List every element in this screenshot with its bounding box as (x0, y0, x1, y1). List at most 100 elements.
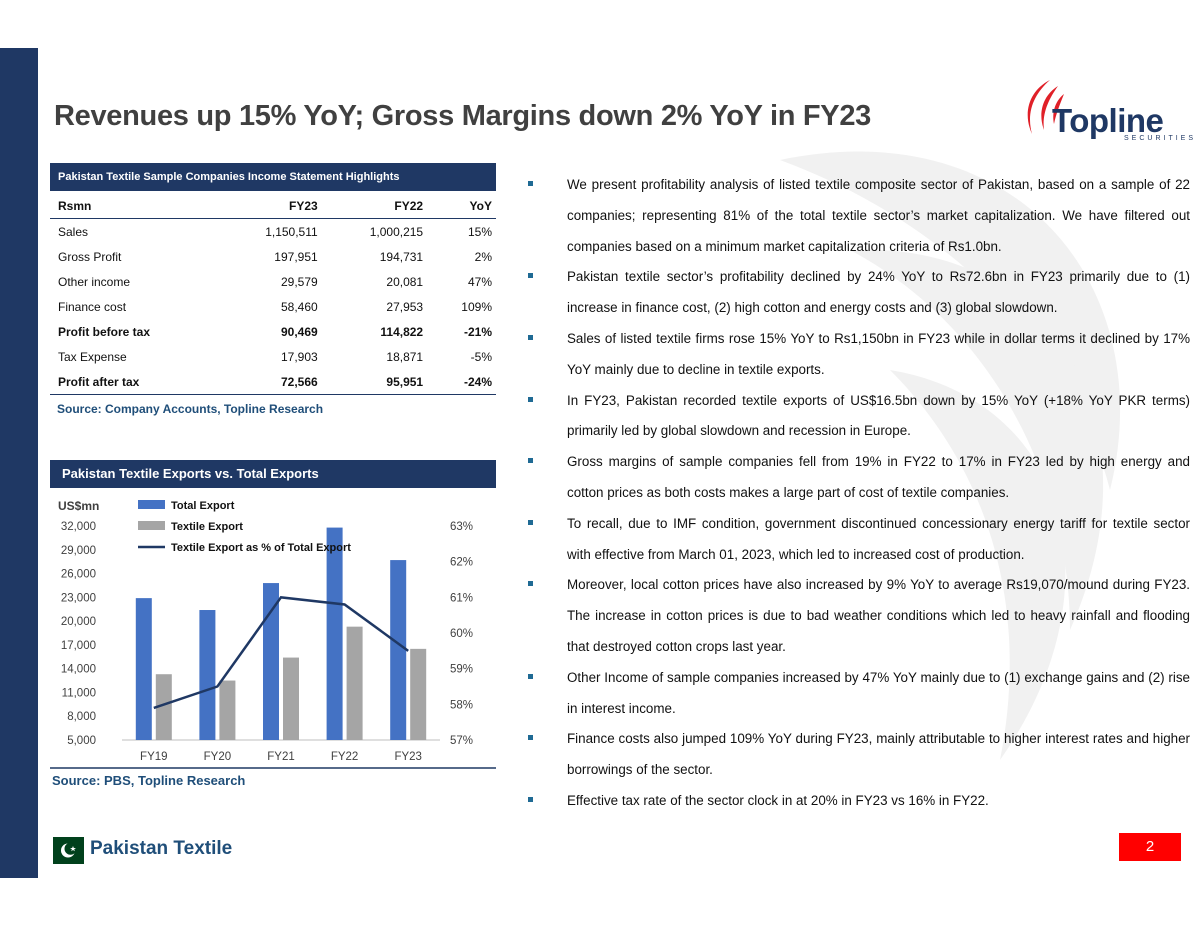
cell-fy22: 114,822 (380, 324, 424, 339)
y-tick-label: 23,000 (61, 592, 96, 604)
bullet-text: Effective tax rate of the sector clock i… (567, 792, 989, 808)
page-number: 2 (1119, 833, 1181, 861)
cell-yoy: 109% (461, 299, 492, 314)
left-accent-bar (0, 48, 38, 878)
y-tick-label: 17,000 (61, 640, 96, 652)
page-title: Revenues up 15% YoY; Gross Margins down … (54, 100, 871, 132)
bar-textile-export (346, 626, 363, 740)
table-row: Other income 29,579 20,081 47% (50, 269, 496, 294)
bullet-item: Other Income of sample companies increas… (523, 663, 1190, 725)
table-row: Tax Expense 17,903 18,871 -5% (50, 344, 496, 369)
cell-fy22: 20,081 (386, 274, 424, 289)
footer-label: Pakistan Textile (90, 838, 233, 859)
bullet-item: To recall, due to IMF condition, governm… (523, 509, 1190, 571)
line-textile-share (153, 596, 409, 710)
bullet-square-icon (528, 396, 533, 402)
bar-total-export (390, 560, 407, 740)
legend-label: Textile Export (171, 521, 243, 533)
table-header-row: Rsmn FY23 FY22 YoY (50, 193, 496, 219)
x-tick-label: FY20 (204, 751, 232, 763)
col-header-label: Rsmn (50, 193, 218, 219)
row-label: Finance cost (58, 299, 127, 314)
bullet-square-icon (528, 519, 533, 525)
bullet-square-icon (528, 334, 533, 340)
y-tick-label: 20,000 (61, 616, 96, 628)
pakistan-flag-icon (42, 837, 84, 864)
row-label: Gross Profit (58, 249, 122, 264)
y-tick-label: 29,000 (61, 545, 96, 557)
bullet-square-icon (528, 181, 533, 186)
bar-textile-export (155, 674, 172, 740)
cell-fy23: 1,150,511 (265, 224, 318, 239)
y-tick-label: 11,000 (62, 687, 96, 699)
col-header-fy22: FY22 (321, 193, 428, 219)
y-tick-label: 32,000 (61, 521, 96, 533)
y2-tick-label: 57% (450, 735, 473, 747)
x-tick-label: FY19 (140, 751, 168, 763)
cell-fy22: 18,871 (386, 349, 424, 364)
cell-fy22: 95,951 (321, 369, 428, 395)
chart-title: Pakistan Textile Exports vs. Total Expor… (50, 460, 496, 488)
y2-tick-label: 63% (450, 521, 473, 533)
logo-name: Topline (1052, 102, 1164, 139)
col-header-yoy: YoY (427, 193, 496, 219)
bullet-text: In FY23, Pakistan recorded textile expor… (567, 392, 1190, 439)
cell-fy22: 194,731 (379, 249, 424, 264)
cell-fy23: 29,579 (280, 274, 318, 289)
row-label: Profit after tax (50, 369, 218, 395)
bullet-square-icon (528, 458, 533, 464)
legend-swatch (138, 500, 165, 509)
y-tick-label: 26,000 (61, 569, 96, 581)
bullet-text: Gross margins of sample companies fell f… (567, 454, 1190, 500)
bullet-item: Moreover, local cotton prices have also … (523, 570, 1190, 662)
table-row: Profit before tax 90,469 114,822 -21% (50, 319, 496, 344)
commentary-bullets: We present profitability analysis of lis… (523, 170, 1190, 817)
bullet-text: Other Income of sample companies increas… (567, 669, 1190, 716)
bar-total-export (326, 527, 343, 740)
bullet-item: Pakistan textile sector’s profitability … (523, 262, 1190, 324)
topline-logo-icon (1027, 80, 1064, 134)
y2-tick-label: 58% (450, 699, 473, 711)
cell-fy23: 72,566 (217, 369, 322, 395)
bullet-item: In FY23, Pakistan recorded textile expor… (523, 386, 1190, 448)
cell-yoy: 15% (467, 224, 492, 239)
x-tick-label: FY21 (267, 751, 295, 763)
bullet-square-icon (528, 273, 533, 279)
table-row: Gross Profit 197,951 194,731 2% (50, 244, 496, 269)
bullet-item: We present profitability analysis of lis… (523, 170, 1190, 262)
cell-yoy: -24% (427, 369, 496, 395)
income-statement-table: Rsmn FY23 FY22 YoY Sales 1,150,511 1,000… (50, 193, 496, 395)
table-row: Sales 1,150,511 1,000,215 15% (50, 219, 496, 245)
bullet-text: Sales of listed textile firms rose 15% Y… (567, 330, 1190, 377)
bullet-text: Pakistan textile sector’s profitability … (567, 269, 1190, 316)
cell-fy22: 1,000,215 (369, 224, 424, 239)
cell-yoy: 47% (467, 274, 492, 289)
income-table-title: Pakistan Textile Sample Companies Income… (50, 163, 496, 191)
bar-total-export (135, 598, 152, 740)
col-header-fy23: FY23 (217, 193, 322, 219)
bar-textile-export (283, 657, 299, 740)
watermark-swoosh (780, 151, 1121, 760)
x-tick-label: FY23 (394, 751, 422, 763)
row-label: Other income (58, 274, 131, 289)
cell-yoy: -21% (463, 324, 492, 339)
logo-subtitle: SECURITIES (1124, 135, 1197, 142)
cell-fy23: 58,460 (280, 299, 318, 314)
cell-yoy: 2% (474, 249, 492, 264)
bullet-text: We present profitability analysis of lis… (567, 177, 1190, 254)
y2-tick-label: 62% (450, 557, 473, 569)
x-tick-label: FY22 (331, 751, 359, 763)
bar-total-export (263, 583, 279, 740)
bullet-square-icon (528, 581, 533, 587)
bullet-text: To recall, due to IMF condition, governm… (567, 515, 1190, 562)
y2-tick-label: 61% (450, 592, 473, 604)
exports-chart: US$mn 5,000 8,000 11,000 14,000 17,000 20,000 2… (50, 499, 496, 769)
bullet-square-icon (528, 673, 533, 679)
chart-source: Source: PBS, Topline Research (52, 773, 246, 788)
legend-label: Total Export (171, 500, 235, 512)
cell-fy23: 17,903 (280, 349, 318, 364)
bullet-text: Moreover, local cotton prices have also … (567, 577, 1190, 654)
y-axis-label: US$mn (58, 499, 99, 513)
table-row: Finance cost 58,460 27,953 109% (50, 294, 496, 319)
y-tick-label: 8,000 (67, 711, 96, 723)
